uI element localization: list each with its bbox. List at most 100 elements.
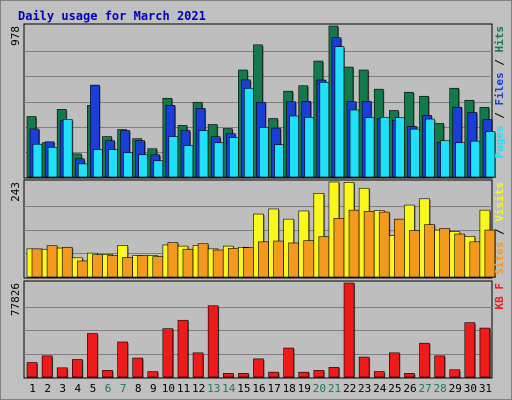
x-tick-label-9: 9 — [150, 382, 157, 395]
bar-sites-3 — [61, 246, 73, 278]
bar-kbf-21 — [328, 367, 340, 378]
bar-pages-28 — [440, 140, 450, 178]
bar-sites-8 — [137, 255, 148, 278]
x-tick-label-7: 7 — [120, 382, 127, 395]
bar-sites-18 — [288, 242, 299, 278]
bar-kbf-3 — [56, 367, 68, 378]
bar-sites-13 — [212, 249, 224, 278]
x-tick-label-16: 16 — [252, 382, 265, 395]
bar-sites-12 — [197, 243, 209, 278]
x-tick-label-20: 20 — [313, 382, 326, 395]
legend-item-sites: Sites — [493, 242, 506, 275]
bar-pages-11 — [183, 145, 194, 178]
bar-pages-9 — [153, 160, 164, 178]
x-tick-label-21: 21 — [328, 382, 341, 395]
bar-pages-3 — [62, 119, 73, 178]
bar-sites-1 — [31, 248, 43, 278]
bar-sites-17 — [273, 240, 284, 278]
x-tick-label-2: 2 — [44, 382, 51, 395]
x-tick-label-10: 10 — [162, 382, 175, 395]
x-tick-label-26: 26 — [403, 382, 416, 395]
bar-pages-17 — [274, 144, 284, 178]
bar-pages-1 — [32, 143, 43, 178]
bar-kbf-28 — [434, 355, 445, 378]
chart-panels: 978 Pages / Files / Hits 243 Sites / Visits… — [9, 23, 506, 379]
bar-kbf-5 — [87, 333, 98, 378]
x-tick-label-1: 1 — [29, 382, 36, 395]
bar-kbf-22 — [343, 282, 355, 378]
bar-kbf-16 — [253, 358, 264, 378]
bar-kbf-2 — [41, 355, 53, 378]
x-tick-label-18: 18 — [283, 382, 296, 395]
bar-sites-24 — [378, 211, 390, 278]
bar-kbf-23 — [358, 356, 370, 378]
bar-kbf-6 — [102, 370, 113, 378]
bar-kbf-8 — [132, 357, 143, 378]
legend-item-sep1: / — [493, 106, 506, 126]
legend-item-hits: Hits — [493, 26, 506, 53]
x-tick-label-30: 30 — [464, 382, 477, 395]
bar-pages-19 — [304, 117, 315, 178]
bar-kbf-15 — [238, 373, 249, 378]
bar-pages-26 — [410, 128, 420, 178]
bar-kbf-1 — [26, 362, 38, 378]
x-tick-label-5: 5 — [90, 382, 97, 395]
bar-kbf-13 — [207, 305, 219, 378]
bar-kbf-26 — [404, 373, 415, 378]
bar-kbf-12 — [192, 352, 204, 378]
x-tick-label-17: 17 — [267, 382, 280, 395]
bar-sites-16 — [258, 241, 269, 278]
bar-sites-19 — [303, 240, 315, 278]
bar-pages-18 — [289, 115, 299, 178]
bar-sites-10 — [167, 242, 179, 278]
chart-title: Daily usage for March 2021 — [18, 9, 206, 23]
x-tick-label-11: 11 — [177, 382, 190, 395]
x-tick-label-31: 31 — [479, 382, 492, 395]
legend-item-pages: Pages — [493, 125, 506, 158]
bar-pages-4 — [77, 163, 88, 178]
bar-pages-7 — [123, 152, 133, 178]
bar-kbf-24 — [373, 371, 385, 378]
bar-pages-5 — [93, 149, 103, 178]
bar-pages-15 — [244, 88, 254, 178]
x-tick-label-15: 15 — [237, 382, 250, 395]
bar-sites-2 — [46, 245, 58, 278]
bar-pages-21 — [334, 46, 345, 178]
bar-pages-20 — [319, 82, 330, 178]
x-tick-label-28: 28 — [434, 382, 447, 395]
bar-pages-29 — [455, 142, 466, 178]
bar-sites-21 — [333, 218, 345, 278]
bar-sites-15 — [243, 247, 254, 278]
x-tick-label-22: 22 — [343, 382, 356, 395]
bar-pages-27 — [425, 118, 435, 178]
x-tick-label-29: 29 — [449, 382, 462, 395]
bar-kbf-4 — [71, 359, 83, 378]
bar-sites-6 — [107, 255, 118, 278]
y-max-label-bottom: 77826 — [9, 283, 22, 316]
bar-sites-4 — [76, 260, 88, 278]
x-tick-label-14: 14 — [222, 382, 236, 395]
bar-sites-11 — [182, 248, 194, 278]
bar-pages-12 — [198, 130, 209, 178]
bar-sites-29 — [454, 233, 466, 278]
x-axis-labels: 1 2 3 4 5 6 7 8 9 10 11 12 13 14 15 16 17 18 19 20 21 22 23 24 2… — [29, 382, 492, 395]
legend-item-visits: Visits — [493, 182, 506, 222]
bar-pages-30 — [470, 140, 481, 178]
bar-sites-23 — [363, 211, 375, 278]
x-tick-label-3: 3 — [59, 382, 66, 395]
x-tick-label-25: 25 — [388, 382, 401, 395]
bar-sites-31 — [484, 229, 496, 278]
x-tick-label-13: 13 — [207, 382, 220, 395]
bar-kbf-29 — [449, 369, 461, 378]
bar-kbf-19 — [298, 371, 310, 378]
legend-top: Pages / Files / Hits — [493, 26, 506, 159]
x-tick-label-8: 8 — [135, 382, 142, 395]
bar-pages-8 — [138, 154, 148, 178]
bar-sites-5 — [92, 254, 103, 278]
bar-pages-6 — [108, 149, 118, 178]
bar-sites-14 — [227, 248, 239, 278]
bar-sites-30 — [469, 241, 481, 278]
bar-pages-25 — [395, 117, 405, 178]
